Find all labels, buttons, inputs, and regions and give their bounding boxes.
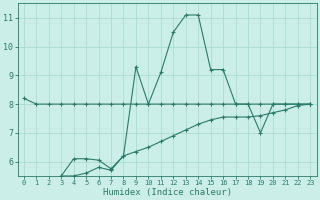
X-axis label: Humidex (Indice chaleur): Humidex (Indice chaleur) bbox=[103, 188, 232, 197]
